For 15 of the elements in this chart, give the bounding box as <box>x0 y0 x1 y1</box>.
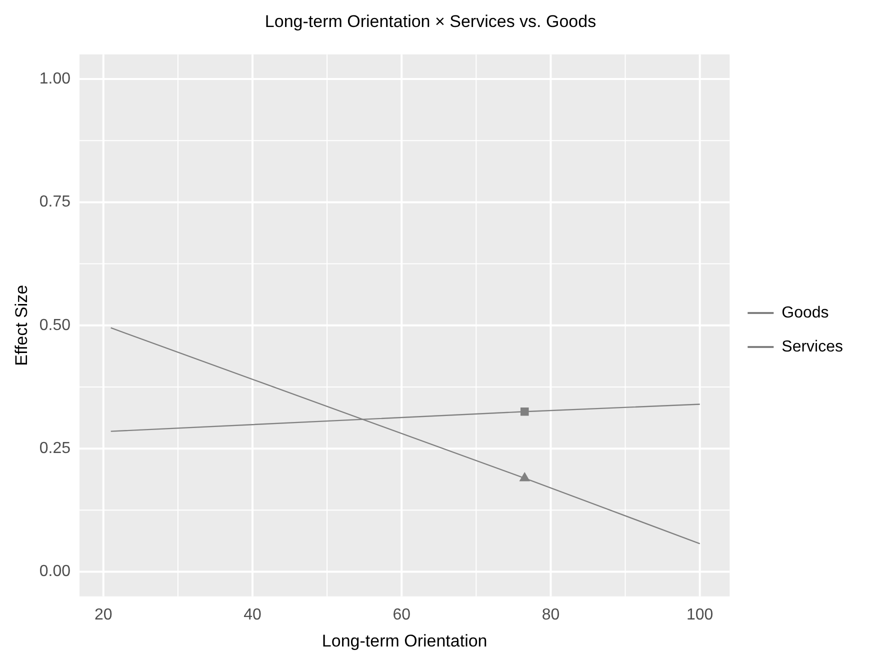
legend-label: Goods <box>782 304 829 322</box>
y-tick-label: 0.50 <box>39 316 71 334</box>
y-axis-title: Effect Size <box>12 284 31 366</box>
y-tick-label: 1.00 <box>39 70 71 88</box>
x-tick-label: 60 <box>392 606 411 624</box>
y-tick-label: 0.75 <box>39 194 71 211</box>
x-tick-label: 100 <box>686 606 714 624</box>
x-tick-label: 40 <box>244 606 262 624</box>
x-tick-label: 80 <box>542 606 560 624</box>
y-tick-label: 0.00 <box>39 563 71 580</box>
x-tick-label: 20 <box>94 606 112 624</box>
x-axis-title: Long-term Orientation <box>322 631 488 650</box>
chart-title: Long-term Orientation × Services vs. Goods <box>264 12 596 31</box>
y-tick-label: 0.25 <box>39 440 71 457</box>
legend-label: Services <box>782 338 844 356</box>
